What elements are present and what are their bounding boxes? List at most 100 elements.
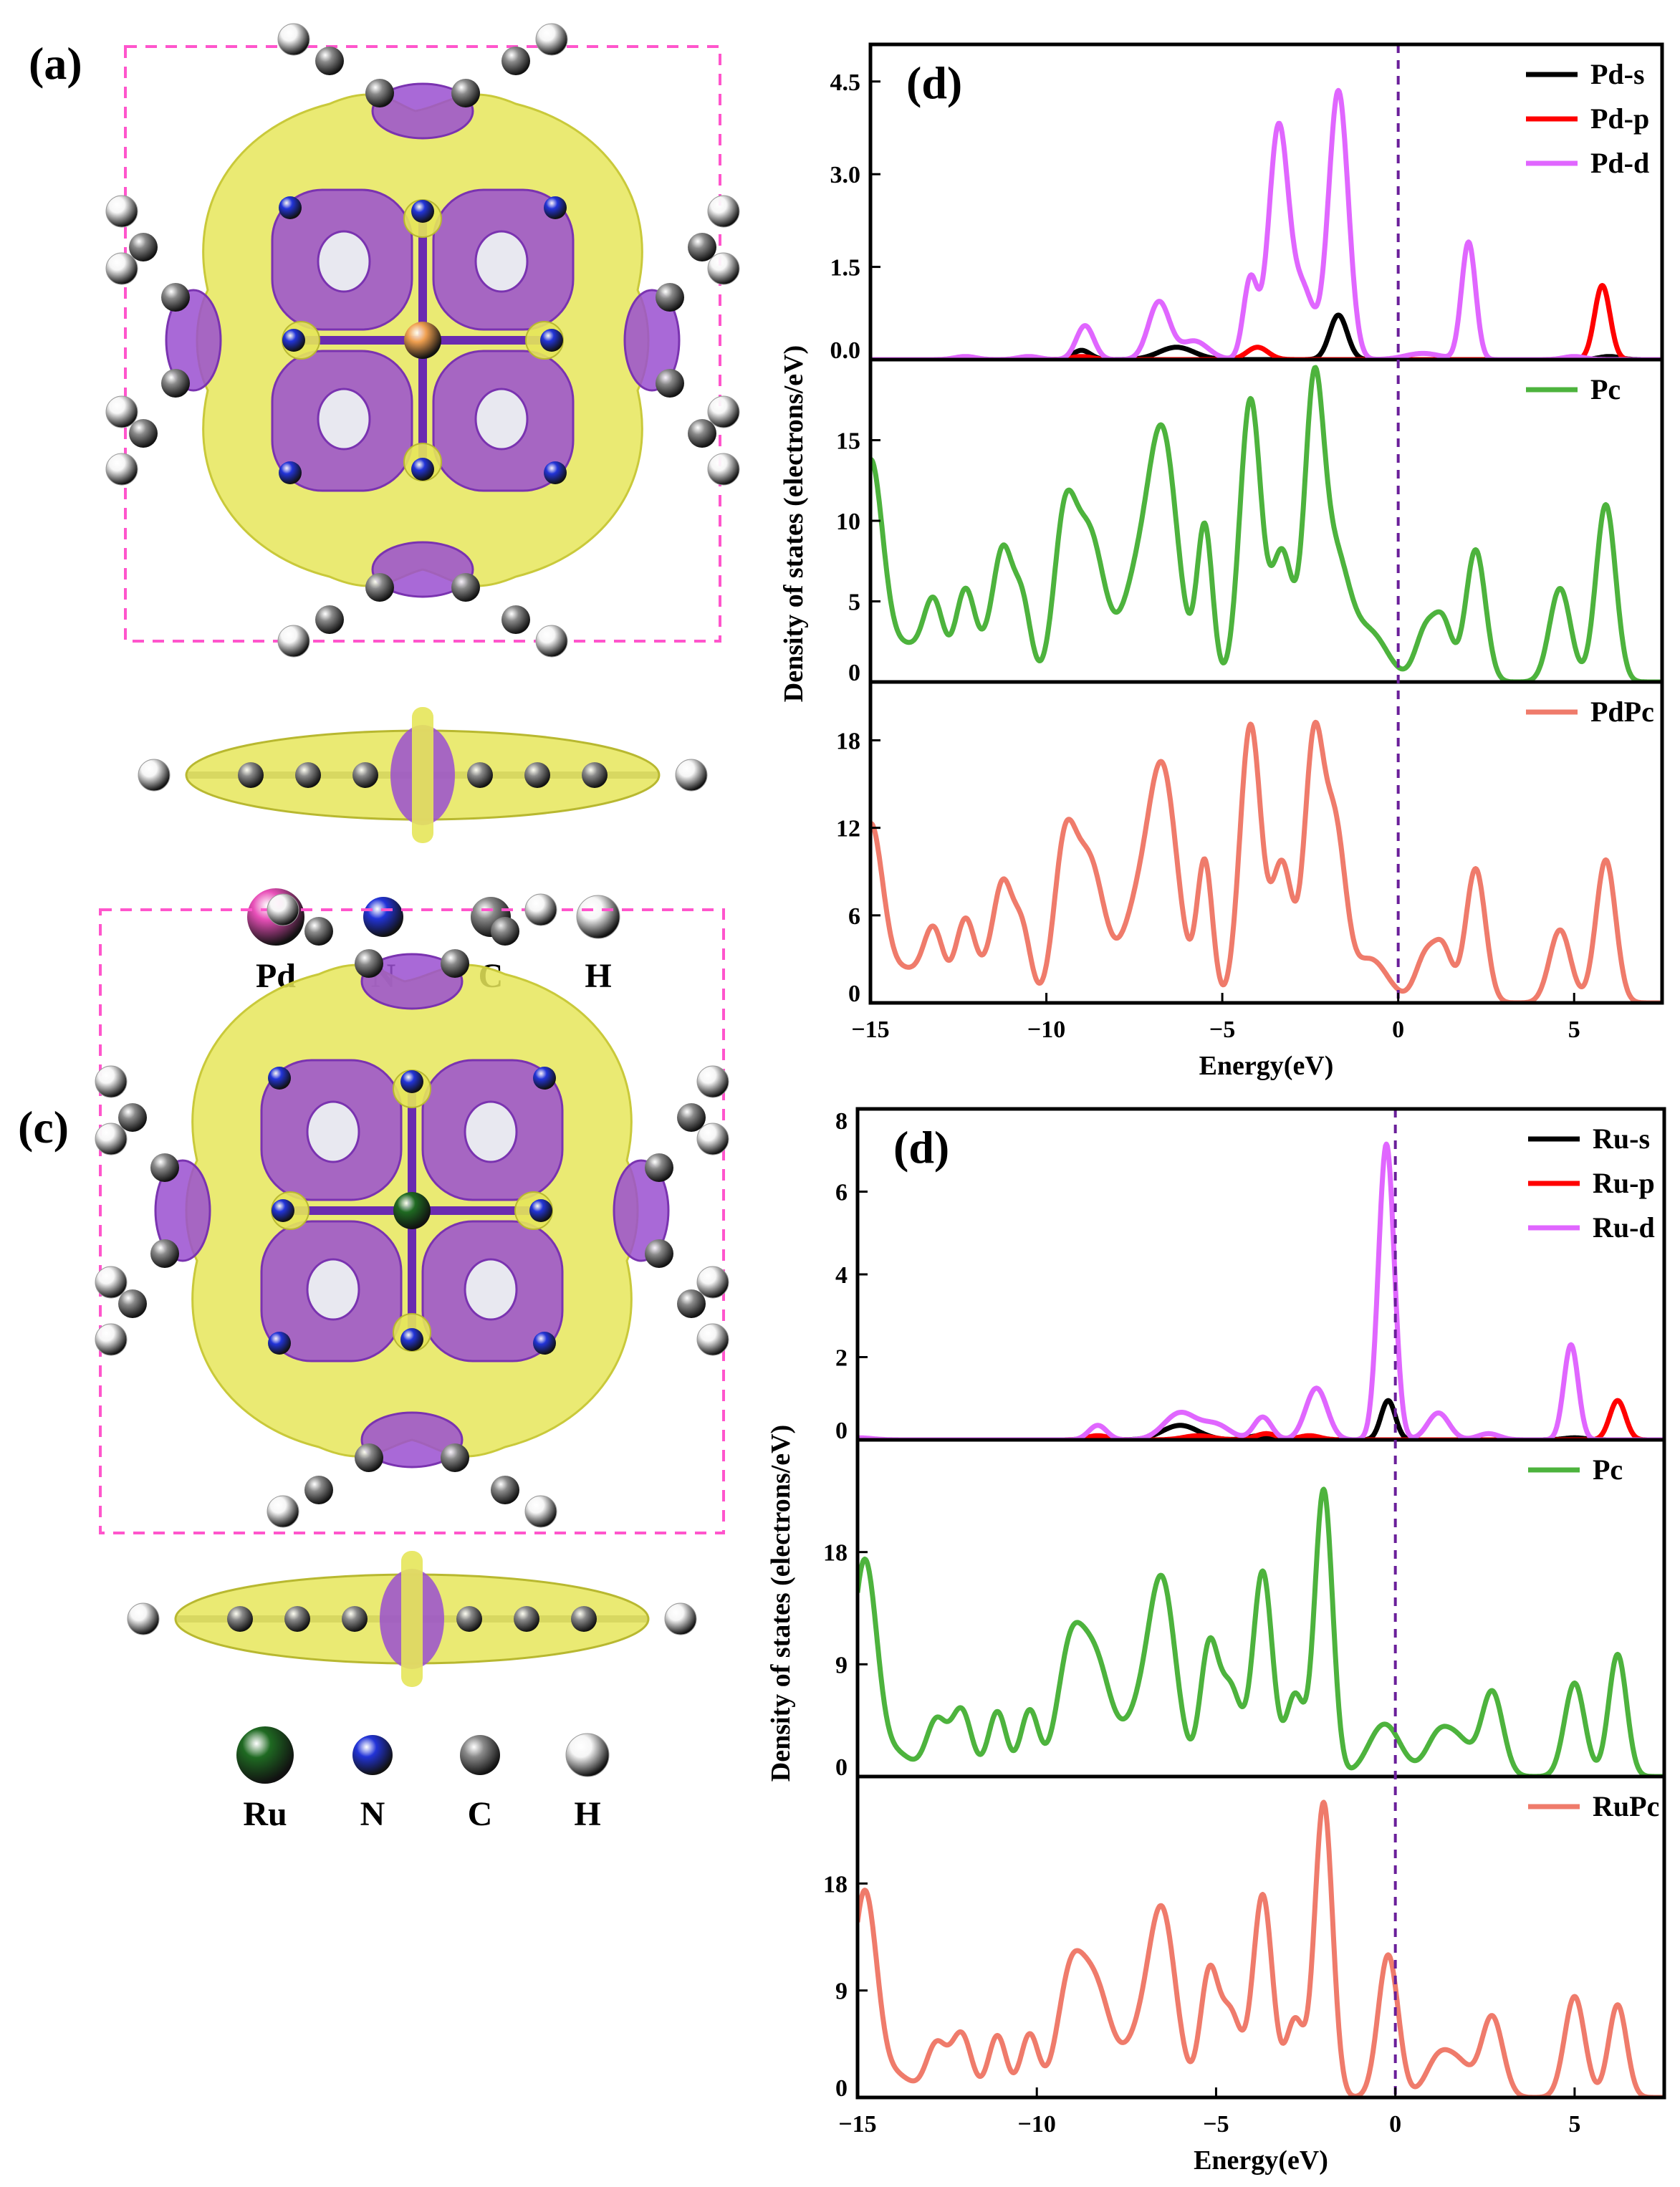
hydrogen-atom — [105, 252, 138, 285]
molecule-structure-rupc: Ru N C H (c) — [18, 893, 729, 1833]
side-carbon-atom — [456, 1606, 482, 1632]
nitrogen-atom — [411, 200, 434, 223]
legend-atom-c — [460, 1735, 500, 1775]
x-tick-label: 5 — [1568, 1016, 1580, 1043]
dos-chart-rupc: 0 2 4 6 8 Ru-s Ru-p Ru-d 0 9 18 Pc 0 9 18 RuPc −15 −10 −5 0… — [766, 1107, 1666, 2176]
carbon-atom — [501, 47, 530, 75]
x-tick-label: −5 — [1209, 1016, 1235, 1043]
unit-cell-box — [124, 45, 721, 643]
dos-chart-pdpc: 0.0 1.5 3.0 4.5 Pd-s Pd-p Pd-d 0 5 10 15 Pc 0 6 12 18 Pd… — [779, 42, 1664, 1081]
panel-label-a: (a) — [29, 38, 82, 89]
carbon-atom — [656, 369, 684, 398]
nitrogen-atom — [268, 1067, 291, 1090]
metal-atom — [393, 1192, 431, 1229]
hydrogen-atom — [696, 1266, 729, 1299]
nitrogen-atom — [268, 1332, 291, 1355]
carbon-atom — [501, 605, 530, 634]
y-tick-label: 4 — [835, 1262, 848, 1289]
nitrogen-atom — [533, 1332, 556, 1355]
side-carbon-atom — [342, 1606, 368, 1632]
side-carbon-atom — [238, 762, 264, 788]
unit-cell-box — [99, 908, 725, 1534]
side-carbon-atom — [352, 762, 378, 788]
y-tick-label: 18 — [823, 1871, 848, 1898]
y-tick-label: 5 — [848, 590, 860, 616]
purple-isosurface-pill — [623, 289, 681, 392]
legend-atom-n — [352, 1735, 393, 1775]
legend-label-pd-p: Pd-p — [1590, 102, 1649, 135]
hydrogen-atom — [696, 1123, 729, 1155]
nitrogen-atom — [529, 1199, 552, 1222]
purple-isosurface-pill — [371, 82, 474, 140]
purple-isosurface-pill — [360, 953, 464, 1010]
carbon-atom — [355, 949, 383, 978]
y-axis-label: Density of states (electrons/eV) — [779, 345, 809, 702]
side-view-cap — [412, 707, 433, 843]
carbon-atom — [677, 1103, 706, 1132]
y-tick-label: 12 — [836, 816, 860, 842]
purple-isosurface-pill — [165, 289, 222, 392]
hydrogen-atom — [267, 1495, 299, 1528]
x-tick-label: −5 — [1203, 2111, 1229, 2138]
hydrogen-atom — [95, 1123, 128, 1155]
dos-subplot-1: 0 2 4 6 8 Ru-s Ru-p Ru-d — [835, 1108, 1664, 1444]
carbon-atom — [150, 1239, 179, 1268]
legend-label-ru-d: Ru-d — [1593, 1211, 1655, 1244]
hydrogen-atom — [696, 1065, 729, 1098]
lobe-hole — [306, 1258, 360, 1321]
hydrogen-atom — [707, 195, 740, 228]
carbon-atom — [118, 1103, 147, 1132]
legend-label-pd-d: Pd-d — [1590, 147, 1649, 179]
legend-atom-h — [576, 895, 620, 939]
carbon-atom — [441, 949, 469, 978]
nitrogen-atom — [533, 1067, 556, 1090]
carbon-atom — [656, 283, 684, 312]
lobe-hole — [464, 1258, 518, 1321]
nitrogen-atom — [411, 458, 434, 481]
y-tick-label: 18 — [836, 728, 860, 754]
y-tick-label: 0.0 — [830, 337, 861, 364]
legend-atom-n — [363, 897, 403, 937]
hydrogen-atom — [707, 395, 740, 428]
purple-isosurface-pill — [360, 1411, 464, 1469]
x-tick-label: 0 — [1389, 2111, 1401, 2138]
y-tick-label: 6 — [848, 903, 860, 930]
carbon-atom — [118, 1289, 147, 1318]
dos-subplot-2: 0 9 18 Pc — [823, 1438, 1664, 1781]
carbon-atom — [304, 1476, 333, 1504]
side-view-cap — [401, 1551, 423, 1687]
side-view — [138, 707, 708, 843]
dos-subplot-3: 0 9 18 RuPc — [823, 1774, 1664, 2102]
series-line-pdpc — [870, 719, 1662, 1003]
x-tick-label: 5 — [1568, 2111, 1580, 2138]
carbon-atom — [161, 283, 190, 312]
y-tick-label: 4.5 — [830, 69, 861, 96]
carbon-atom — [129, 233, 158, 261]
y-tick-label: 18 — [823, 1540, 848, 1567]
nitrogen-atom — [279, 461, 302, 484]
legend-atom-ru — [236, 1726, 294, 1784]
molecule-structure-pdpc: PdNCH(a) — [29, 23, 740, 995]
x-tick-label: 0 — [1392, 1016, 1404, 1043]
nitrogen-atom — [272, 1199, 294, 1222]
legend-label-pdpc: PdPc — [1590, 696, 1654, 728]
nitrogen-atom — [544, 196, 567, 219]
carbon-atom — [677, 1289, 706, 1318]
carbon-atom — [129, 419, 158, 448]
legend-label-h: H — [574, 1795, 600, 1833]
x-tick-label: −15 — [838, 2111, 876, 2138]
y-tick-label: 10 — [836, 509, 860, 535]
carbon-atom — [365, 79, 394, 107]
carbon-atom — [355, 1443, 383, 1472]
series-line-pc — [870, 365, 1662, 682]
lobe-hole — [464, 1100, 518, 1163]
series-line-pd-p — [870, 283, 1662, 360]
dos-subplot-1: 0.0 1.5 3.0 4.5 Pd-s Pd-p Pd-d — [830, 58, 1662, 364]
hydrogen-atom — [105, 395, 138, 428]
hydrogen-atom — [707, 252, 740, 285]
series-line-pc — [858, 1486, 1664, 1777]
carbon-atom — [150, 1153, 179, 1182]
legend-label-ru-s: Ru-s — [1593, 1123, 1650, 1155]
